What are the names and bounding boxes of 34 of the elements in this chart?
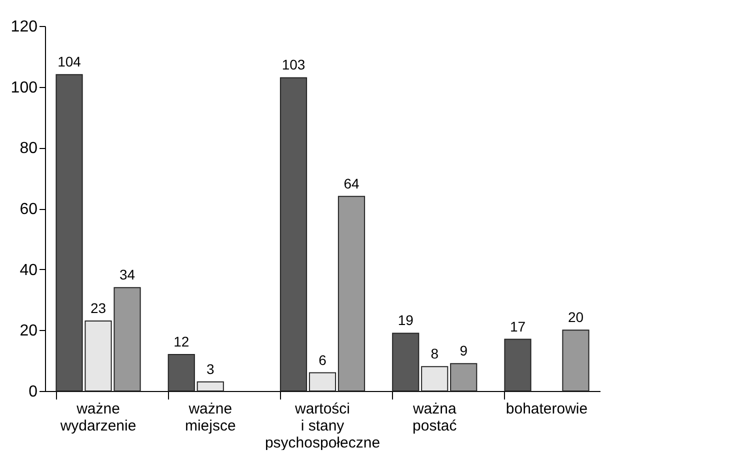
bar — [562, 330, 590, 392]
data-label: 6 — [318, 352, 327, 368]
bar — [196, 381, 224, 392]
bar — [504, 338, 532, 392]
y-tick-label: 20 — [20, 322, 38, 340]
data-label: 3 — [206, 360, 214, 377]
y-tick-label: 100 — [10, 79, 38, 96]
data-label: 9 — [460, 342, 468, 359]
x-tick-label: ważne wydarzenie — [59, 400, 136, 434]
y-tick-label: 40 — [20, 262, 38, 279]
data-label: 20 — [568, 309, 584, 326]
data-label: 103 — [282, 56, 306, 73]
y-tick-label: 120 — [10, 18, 38, 36]
data-label: 17 — [510, 318, 526, 334]
y-tick-label: 60 — [20, 201, 38, 218]
data-label: 23 — [90, 300, 106, 316]
x-tick-label: ważna postać — [412, 400, 458, 434]
data-label: 8 — [430, 346, 439, 362]
y-tick-label: 80 — [20, 140, 38, 158]
bar — [421, 366, 448, 392]
data-label: 64 — [344, 175, 360, 192]
bar — [338, 196, 366, 392]
x-tick-label: ważne miejsce — [184, 400, 236, 434]
data-label: 34 — [119, 266, 136, 283]
bar — [168, 354, 195, 392]
bar — [392, 332, 420, 392]
bar — [308, 372, 336, 392]
x-tick-label: bohaterowie — [506, 400, 588, 418]
bar — [280, 77, 308, 392]
data-label: 19 — [398, 312, 414, 328]
bar — [450, 363, 478, 392]
data-label: 104 — [58, 54, 82, 70]
data-label: 12 — [174, 334, 190, 350]
y-tick-label: 0 — [28, 384, 38, 400]
